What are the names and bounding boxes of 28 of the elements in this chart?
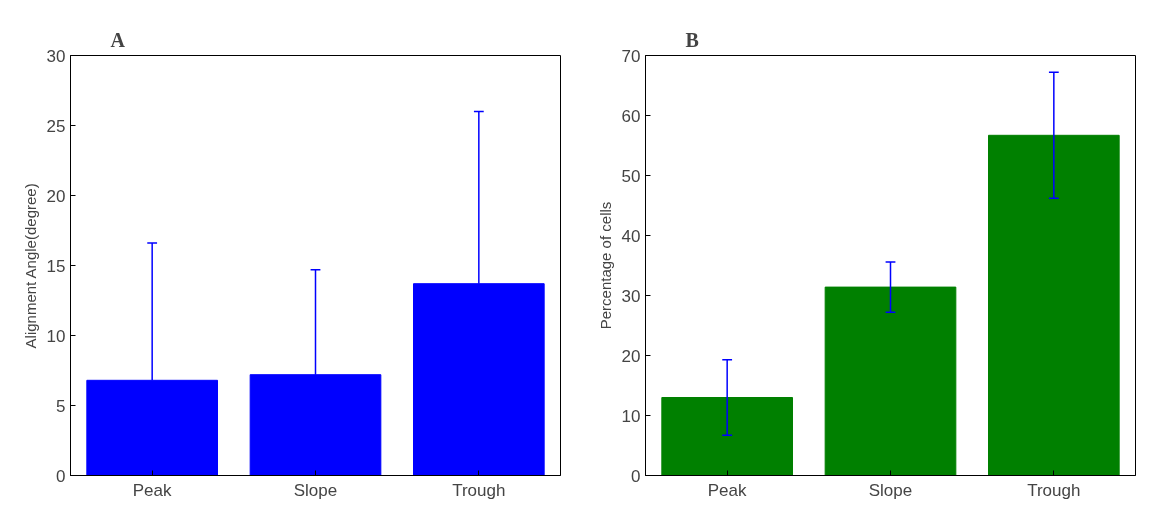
chart-title: B xyxy=(685,28,699,51)
x-tick-label: Trough xyxy=(452,480,506,500)
x-tick-label: Peak xyxy=(707,480,748,500)
x-tick-label: Trough xyxy=(1027,480,1081,500)
y-tick-label: 60 xyxy=(621,106,641,126)
x-tick-label: Slope xyxy=(293,480,338,500)
bar xyxy=(988,134,1120,476)
chart-title: A xyxy=(110,28,126,51)
y-tick-label: 20 xyxy=(46,186,66,206)
y-tick-label: 70 xyxy=(621,46,641,66)
y-axis-title: Alignment Angle(degree) xyxy=(21,183,39,349)
y-tick-label: 30 xyxy=(621,286,641,306)
y-tick-label: 30 xyxy=(46,46,66,66)
y-tick-label: 10 xyxy=(46,326,66,346)
x-tick-label: Slope xyxy=(868,480,913,500)
bar xyxy=(661,397,793,476)
y-tick-label: 50 xyxy=(621,166,641,186)
y-tick-label: 15 xyxy=(46,256,66,276)
y-axis-title: Percentage of cells xyxy=(596,201,614,330)
y-tick-label: 0 xyxy=(56,466,66,486)
y-tick-label: 40 xyxy=(621,226,641,246)
y-tick-label: 10 xyxy=(621,406,641,426)
y-tick-label: 20 xyxy=(621,346,641,366)
x-tick-label: Peak xyxy=(132,480,173,500)
y-tick-label: 25 xyxy=(46,116,66,136)
y-tick-label: 5 xyxy=(56,396,66,416)
y-tick-label: 0 xyxy=(631,466,641,486)
bar xyxy=(824,286,957,476)
